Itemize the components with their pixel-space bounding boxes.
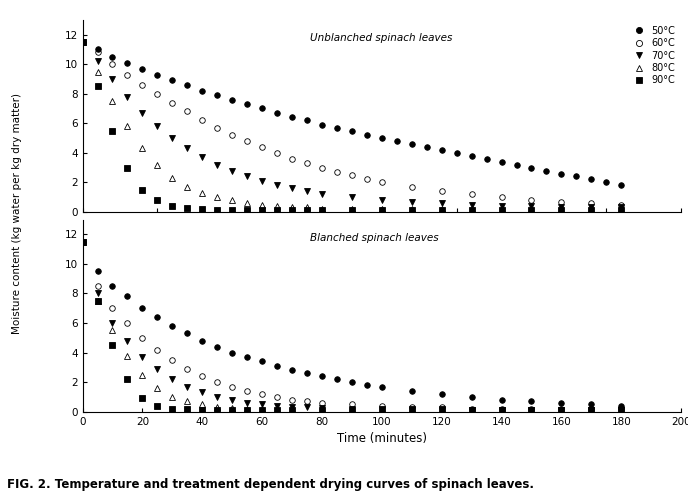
Legend: 50°C, 60°C, 70°C, 80°C, 90°C: 50°C, 60°C, 70°C, 80°C, 90°C (628, 25, 676, 86)
Text: Unblanched spinach leaves: Unblanched spinach leaves (310, 33, 453, 43)
Text: Blanched spinach leaves: Blanched spinach leaves (310, 233, 439, 243)
Text: Moisture content (kg water per kg dry matter): Moisture content (kg water per kg dry ma… (12, 93, 22, 334)
X-axis label: Time (minutes): Time (minutes) (337, 432, 427, 445)
Text: FIG. 2. Temperature and treatment dependent drying curves of spinach leaves.: FIG. 2. Temperature and treatment depend… (7, 478, 534, 491)
